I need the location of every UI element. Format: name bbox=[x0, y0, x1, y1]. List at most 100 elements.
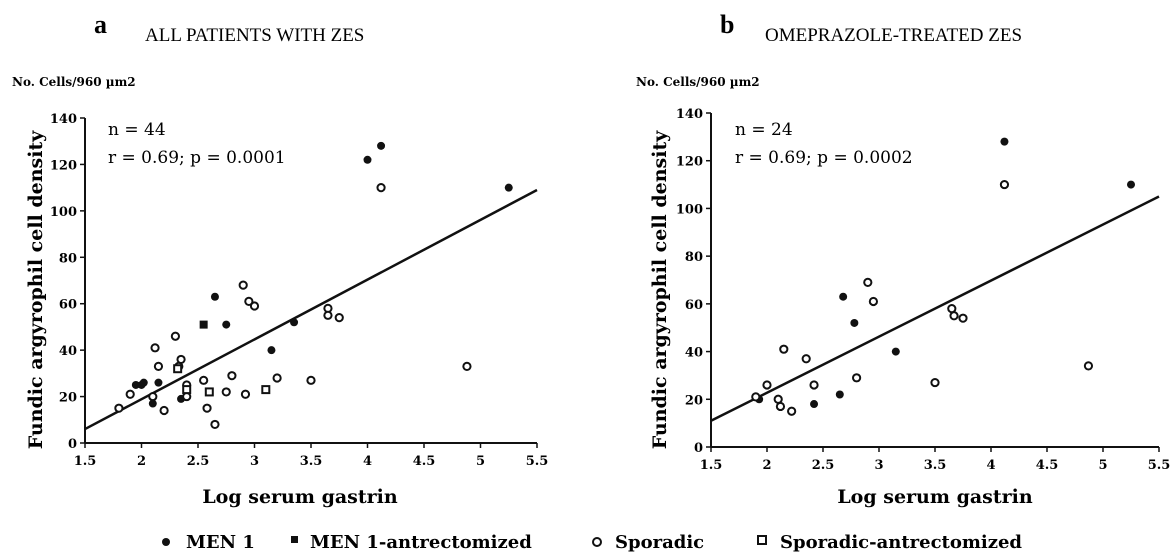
legend-sporadic-marker bbox=[592, 537, 602, 547]
panel-a-y-tick-label: 20 bbox=[59, 391, 77, 406]
panel-b-y-tick-label: 40 bbox=[685, 346, 703, 361]
panel-a-x-tick-label: 3.5 bbox=[300, 454, 323, 469]
legend: MEN 1 MEN 1-antrectomized Sporadic Spora… bbox=[162, 532, 1022, 553]
panel-a-sporadic-point bbox=[114, 403, 124, 413]
panel-b-sporadic-point bbox=[930, 377, 940, 388]
panel-a-men1-antrectomized-point bbox=[199, 320, 208, 329]
panel-a-sporadic-point bbox=[323, 310, 333, 320]
panel-a-sporadic-point bbox=[272, 373, 282, 383]
panel-a-men1-point bbox=[222, 320, 231, 329]
panel-a-sporadic-point bbox=[227, 371, 237, 381]
panel-a-sporadic-point bbox=[148, 391, 158, 402]
panel-a-letter: a bbox=[94, 10, 107, 39]
legend-men1-antrectomized-marker bbox=[291, 536, 298, 543]
panel-b-sporadic-point bbox=[1083, 361, 1094, 371]
panel-b-sporadic-point bbox=[773, 394, 783, 404]
panel-a-men1-point bbox=[504, 183, 513, 192]
panel-a-y-axis-label: Fundic argyrophil cell density bbox=[25, 130, 47, 450]
panel-b-sporadic-point bbox=[868, 296, 879, 307]
panel-b-sporadic-point bbox=[809, 380, 819, 390]
panel-a-y-tick-label: 60 bbox=[59, 298, 77, 313]
panel-a-sporadic-point bbox=[306, 375, 316, 385]
panel-a-y-tick-label: 0 bbox=[68, 437, 77, 452]
panel-a-sporadic-point bbox=[240, 389, 251, 399]
panel-b-men1-point bbox=[1000, 137, 1009, 146]
panel-b-y-axis-label: Fundic argyrophil cell density bbox=[649, 130, 671, 450]
panel-a-x-axis-label: Log serum gastrin bbox=[202, 486, 398, 508]
panel-b-unit-label: No. Cells/960 µm2 bbox=[636, 75, 760, 89]
panel-b-x-tick-label: 4 bbox=[986, 458, 995, 473]
panel-a-sporadic-point bbox=[462, 361, 472, 371]
panel-b-sporadic-point bbox=[947, 304, 957, 314]
panel-b-x-tick-label: 4.5 bbox=[1036, 458, 1059, 473]
panel-b-men1-point bbox=[850, 318, 859, 327]
legend-men1-label: MEN 1 bbox=[186, 532, 255, 553]
legend-sporadic-label: Sporadic bbox=[615, 532, 704, 553]
panel-b-men1-point bbox=[835, 390, 844, 399]
panel-a-sporadic-antrectomized-point bbox=[173, 364, 183, 374]
panel-a-y-tick-label: 120 bbox=[50, 158, 77, 173]
panel-b-sporadic-point bbox=[801, 354, 811, 364]
panel-b-sporadic-point bbox=[751, 392, 761, 402]
panel-a-x-tick-label: 1.5 bbox=[74, 454, 97, 469]
panel-a-sporadic-point bbox=[159, 405, 169, 416]
panel-a-sporadic-point bbox=[202, 403, 212, 413]
panel-b-x-tick-label: 1.5 bbox=[700, 458, 723, 473]
legend-men1-antrectomized-label: MEN 1-antrectomized bbox=[310, 532, 532, 553]
panel-a-sporadic-point bbox=[199, 375, 209, 385]
panel-a-sporadic-point bbox=[210, 419, 220, 430]
panel-a-sporadic-antrectomized-point bbox=[182, 385, 192, 395]
panel-a-x-tick-label: 3 bbox=[250, 454, 259, 469]
panel-a-y-tick-label: 140 bbox=[50, 112, 77, 127]
panel-b-letter: b bbox=[720, 10, 734, 39]
panel-a-plot-area: 1.5 2 2.5 3 3.5 4 4.5 5 5.5 0 20 40 60 80 100 120 140 bbox=[50, 112, 548, 469]
panel-a-y-tick-label: 40 bbox=[59, 344, 77, 359]
panel-a-men1-point bbox=[363, 155, 372, 164]
panel-b-plot-area: 1.5 2 2.5 3 3.5 4 4.5 5 5.5 0 20 40 60 80 100 120 140 bbox=[676, 107, 1170, 473]
panel-a-x-tick-label: 4.5 bbox=[413, 454, 436, 469]
panel-b-sporadic-point bbox=[949, 311, 959, 321]
legend-sporadic-antrectomized-label: Sporadic-antrectomized bbox=[780, 532, 1022, 553]
panel-b-r-annotation: r = 0.69; p = 0.0002 bbox=[735, 148, 913, 168]
panel-a-sporadic-point bbox=[176, 354, 186, 365]
panel-b-y-tick-label: 80 bbox=[685, 250, 703, 265]
panel-a-sporadic-point bbox=[244, 296, 254, 306]
panel-a-n-annotation: n = 44 bbox=[108, 120, 166, 140]
panel-a: a ALL PATIENTS WITH ZES No. Cells/960 µm… bbox=[12, 10, 548, 508]
panel-a-x-tick-label: 4 bbox=[363, 454, 372, 469]
panel-a-x-tick-label: 5.5 bbox=[526, 454, 549, 469]
panel-b-y-tick-label: 0 bbox=[694, 441, 703, 456]
panel-a-unit-label: No. Cells/960 µm2 bbox=[12, 75, 136, 89]
panel-b-y-tick-label: 140 bbox=[676, 107, 703, 122]
panel-b-y-tick-label: 100 bbox=[676, 202, 703, 217]
panel-a-men1-point bbox=[154, 378, 163, 387]
panel-b-y-tick-label: 120 bbox=[676, 155, 703, 170]
panel-a-sporadic-point bbox=[376, 183, 386, 193]
panel-b-sporadic-point bbox=[999, 179, 1010, 190]
panel-a-r-annotation: r = 0.69; p = 0.0001 bbox=[108, 148, 286, 168]
panel-a-regression-line bbox=[84, 188, 538, 431]
panel-b-sporadic-point bbox=[958, 313, 968, 323]
panel-a-sporadic-point bbox=[125, 389, 135, 399]
panel-b-x-tick-label: 5 bbox=[1098, 458, 1107, 473]
panel-b-n-annotation: n = 24 bbox=[735, 120, 793, 140]
panel-a-sporadic-point bbox=[170, 331, 180, 341]
panel-a-x-tick-label: 5 bbox=[476, 454, 485, 469]
panel-a-men1-point bbox=[210, 292, 219, 301]
panel-b-sporadic-point bbox=[787, 406, 797, 416]
panel-b-x-tick-label: 3.5 bbox=[924, 458, 947, 473]
panel-a-sporadic-antrectomized-point bbox=[261, 385, 271, 395]
panel-a-sporadic-point bbox=[238, 280, 248, 290]
panel-a-men1-point bbox=[148, 399, 157, 408]
panel-b-men1-point bbox=[810, 400, 819, 409]
panel-b-men1-point bbox=[839, 292, 848, 301]
panel-a-x-tick-label: 2.5 bbox=[187, 454, 210, 469]
panel-a-sporadic-point bbox=[221, 387, 231, 397]
panel-b-sporadic-point bbox=[775, 401, 786, 412]
panel-b-x-tick-label: 3 bbox=[874, 458, 883, 473]
panel-b-y-tick-label: 20 bbox=[685, 393, 703, 408]
panel-a-sporadic-point bbox=[150, 343, 160, 353]
panel-b-regression-line bbox=[710, 195, 1160, 422]
panel-a-men1-point bbox=[377, 141, 386, 150]
